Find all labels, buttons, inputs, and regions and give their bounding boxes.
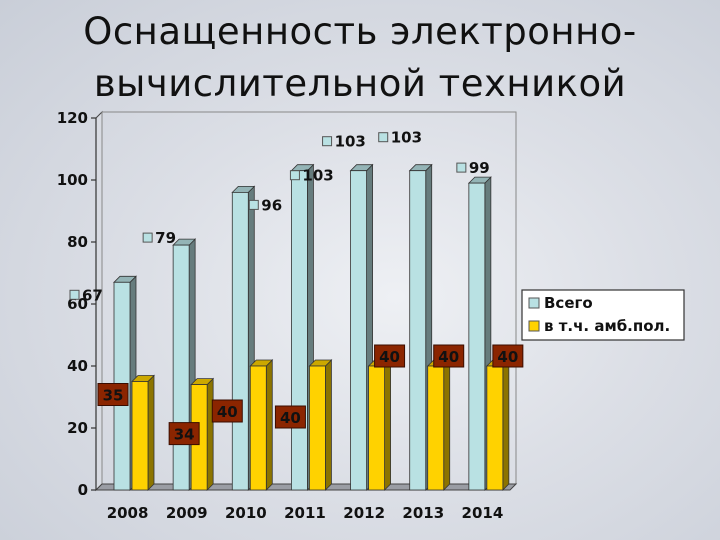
data-label-box [433, 344, 465, 368]
title-line-2: вычислительной техникой [93, 62, 627, 105]
data-label-box [211, 399, 243, 423]
x-tick-label: 2008 [107, 504, 149, 522]
data-label-box [274, 405, 306, 429]
data-label-key [378, 132, 389, 143]
chart-title: Оснащенность электронно- вычислительной … [0, 6, 720, 110]
data-label-amb-pol: 40 [438, 348, 459, 366]
bar-amb-pol [427, 365, 445, 491]
bar-amb-pol-side [206, 377, 214, 491]
data-label-vsego: 96 [261, 196, 282, 214]
bar-amb-pol-side [147, 374, 155, 491]
x-tick-label: 2010 [225, 504, 267, 522]
data-label-vsego: 103 [391, 129, 422, 147]
x-tick-label: 2013 [402, 504, 444, 522]
bar-amb-pol-side [384, 359, 391, 491]
data-label-box [492, 344, 524, 368]
data-label-amb-pol: 40 [379, 348, 400, 366]
x-tick-label: 2009 [166, 504, 208, 522]
bar-amb-pol-side [325, 359, 332, 491]
data-label-vsego: 99 [469, 159, 490, 177]
data-label-box [374, 344, 406, 368]
bar-vsego [468, 182, 486, 491]
data-label-box [97, 383, 129, 406]
data-label-key [69, 289, 80, 300]
data-label-vsego: 67 [82, 286, 103, 304]
bar-amb-pol-side [443, 359, 451, 491]
data-label-vsego: 103 [302, 167, 333, 185]
x-tick-label: 2011 [284, 504, 326, 522]
x-tick-label: 2014 [462, 504, 504, 522]
legend-label-vsego: Всего [544, 294, 593, 312]
data-label-key [142, 232, 153, 243]
data-label-key [289, 170, 300, 181]
bar-vsego [291, 170, 308, 491]
y-tick-label: 120 [57, 109, 88, 127]
data-label-key [322, 136, 333, 147]
y-tick-label: 80 [67, 233, 88, 251]
bar-amb-pol-side [502, 359, 510, 491]
bar-vsego [172, 244, 190, 491]
data-label-amb-pol: 40 [497, 348, 518, 366]
data-label-key [248, 199, 259, 210]
data-label-amb-pol: 34 [174, 426, 195, 444]
x-tick-label: 2012 [343, 504, 385, 522]
legend-swatch-amb-pol [528, 320, 540, 332]
bar-vsego [231, 191, 249, 491]
data-label-box [168, 422, 200, 446]
title-line-1: Оснащенность электронно- [83, 10, 637, 53]
y-tick-label: 100 [57, 171, 88, 189]
bar-vsego [409, 170, 427, 491]
data-label-amb-pol: 40 [217, 403, 238, 421]
legend-box [521, 289, 685, 341]
bar-amb-pol [368, 365, 385, 491]
bar-amb-pol [309, 365, 326, 491]
bar-amb-pol [249, 365, 267, 491]
bar-vsego [350, 170, 367, 491]
data-label-amb-pol: 40 [280, 409, 301, 427]
bar-amb-pol-side [265, 359, 273, 491]
data-label-key [456, 162, 467, 173]
y-tick-label: 20 [67, 419, 88, 437]
bar-amb-pol [131, 381, 149, 491]
legend-label-amb-pol: в т.ч. амб.пол. [544, 317, 670, 335]
data-label-vsego: 79 [155, 229, 176, 247]
y-tick-label: 0 [78, 481, 88, 499]
data-label-amb-pol: 35 [103, 387, 124, 405]
y-tick-label: 40 [67, 357, 88, 375]
legend-swatch-vsego [528, 297, 540, 309]
data-label-vsego: 103 [335, 133, 366, 151]
bar-amb-pol [486, 365, 504, 491]
